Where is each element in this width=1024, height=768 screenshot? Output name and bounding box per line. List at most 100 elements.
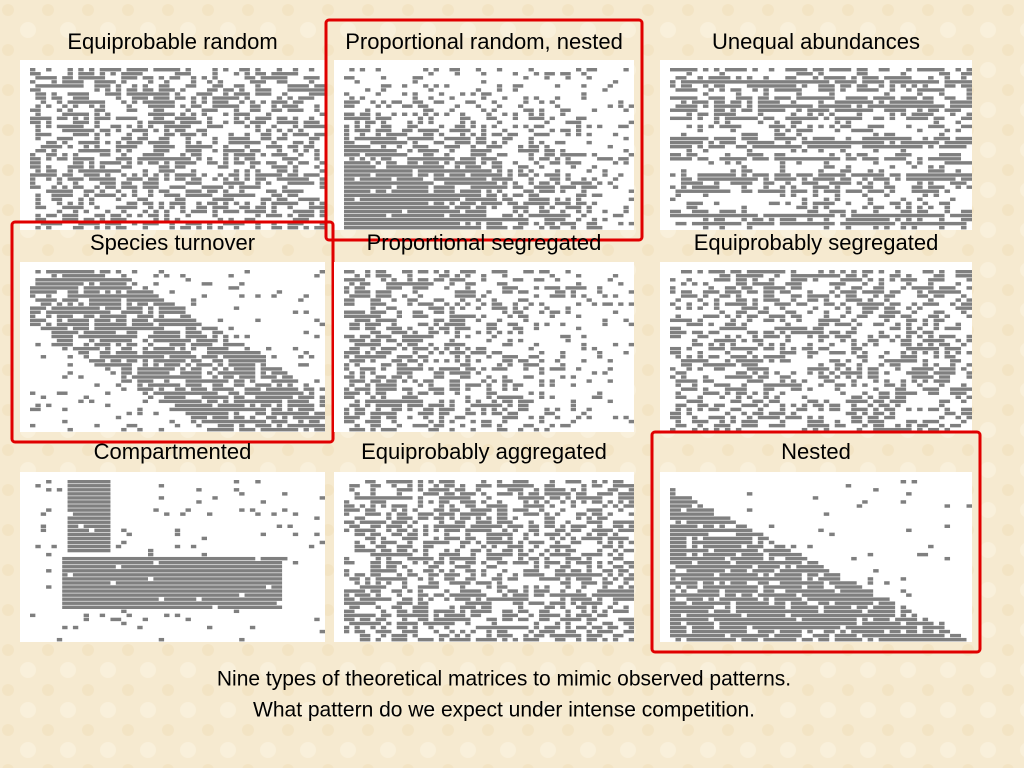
- matrix-cells: [867, 419, 885, 424]
- matrix-cells: [741, 189, 753, 193]
- matrix-cells: [591, 177, 598, 181]
- matrix-cells: [944, 140, 972, 145]
- matrix-cells: [417, 585, 439, 589]
- matrix-cells: [895, 153, 912, 157]
- matrix-cells: [386, 556, 392, 561]
- matrix-cells: [354, 411, 366, 416]
- matrix-cells: [790, 294, 802, 298]
- matrix-cells: [126, 104, 132, 108]
- matrix-cells: [46, 157, 52, 161]
- matrix-cells: [586, 76, 592, 80]
- matrix-cells: [702, 104, 709, 108]
- matrix-cells: [67, 508, 111, 512]
- matrix-cells: [465, 282, 476, 286]
- matrix-cells: [818, 88, 835, 92]
- matrix-cells: [670, 597, 676, 601]
- matrix-cells: [174, 161, 197, 165]
- matrix-cells: [533, 124, 545, 129]
- matrix-cells: [581, 342, 587, 347]
- matrix-cells: [834, 294, 841, 298]
- matrix-cells: [966, 68, 972, 72]
- matrix-cells: [233, 84, 245, 88]
- matrix-cells: [174, 116, 197, 121]
- matrix-cells: [917, 68, 945, 72]
- matrix-cells: [83, 330, 116, 335]
- matrix-cells: [507, 411, 518, 416]
- matrix-cells: [370, 330, 381, 335]
- matrix-cells: [344, 112, 355, 116]
- matrix-cells: [78, 399, 84, 404]
- matrix-cells: [502, 286, 518, 290]
- matrix-cells: [407, 403, 424, 408]
- matrix-cells: [829, 371, 835, 375]
- matrix-cells: [922, 363, 929, 367]
- matrix-cells: [697, 177, 758, 181]
- matrix-cells: [212, 415, 229, 420]
- matrix-cells: [438, 480, 455, 484]
- matrix-cells: [884, 379, 890, 383]
- matrix-cells: [438, 411, 450, 416]
- matrix-cells: [380, 504, 387, 508]
- matrix-cells: [528, 629, 534, 634]
- matrix-cells: [922, 387, 940, 391]
- matrix-cells: [449, 149, 455, 153]
- matrix-cells: [344, 395, 355, 399]
- matrix-cells: [94, 213, 106, 218]
- matrix-cells: [223, 68, 229, 72]
- matrix-cells: [359, 177, 392, 181]
- matrix-cells: [380, 76, 387, 80]
- matrix-cells: [565, 629, 576, 634]
- matrix-cells: [922, 201, 929, 206]
- matrix-cells: [260, 371, 266, 375]
- matrix-cells: [412, 80, 418, 84]
- matrix-cells: [491, 411, 503, 416]
- matrix-cells: [365, 326, 376, 331]
- matrix-cells: [670, 334, 681, 339]
- matrix-cells: [544, 72, 555, 76]
- matrix-cells: [774, 633, 802, 638]
- matrix-cells: [607, 561, 613, 565]
- matrix-cells: [396, 544, 413, 549]
- matrix-cells: [94, 124, 100, 129]
- matrix-cells: [185, 326, 197, 331]
- matrix-cells: [507, 173, 513, 177]
- matrix-cells: [142, 351, 191, 355]
- matrix-cells: [612, 577, 619, 581]
- matrix-cells: [423, 569, 434, 573]
- matrix-cells: [533, 96, 540, 100]
- matrix-cells: [812, 189, 819, 193]
- matrix-cells: [126, 359, 138, 363]
- matrix-cells: [496, 153, 508, 157]
- matrix-cells: [675, 383, 681, 387]
- matrix-cells: [862, 342, 868, 347]
- matrix-cells: [730, 633, 769, 638]
- caption-line: What pattern do we expect under intense …: [253, 699, 755, 722]
- matrix-cells: [62, 569, 283, 573]
- matrix-cells: [851, 213, 945, 218]
- matrix-cells: [670, 532, 709, 537]
- matrix-cells: [491, 334, 497, 339]
- matrix-cells: [344, 355, 350, 359]
- matrix-cells: [570, 528, 582, 533]
- matrix-cells: [298, 407, 315, 412]
- matrix-cells: [190, 100, 197, 104]
- matrix-cells: [67, 68, 73, 72]
- matrix-cells: [51, 92, 57, 96]
- matrix-cells: [708, 96, 725, 100]
- matrix-cells: [223, 375, 234, 379]
- matrix-cells: [465, 621, 471, 626]
- matrix-cells: [906, 346, 940, 351]
- matrix-cells: [433, 524, 466, 528]
- matrix-cells: [72, 96, 89, 100]
- matrix-cells: [486, 496, 492, 500]
- matrix-cells: [271, 411, 309, 416]
- matrix-cells: [271, 221, 277, 226]
- matrix-cells: [823, 302, 835, 306]
- matrix-cells: [873, 399, 885, 404]
- matrix-cells: [207, 88, 218, 92]
- matrix-cells: [549, 601, 566, 605]
- matrix-cells: [344, 625, 350, 630]
- matrix-cells: [423, 415, 429, 420]
- matrix-cells: [895, 423, 901, 428]
- matrix-cells: [602, 544, 613, 549]
